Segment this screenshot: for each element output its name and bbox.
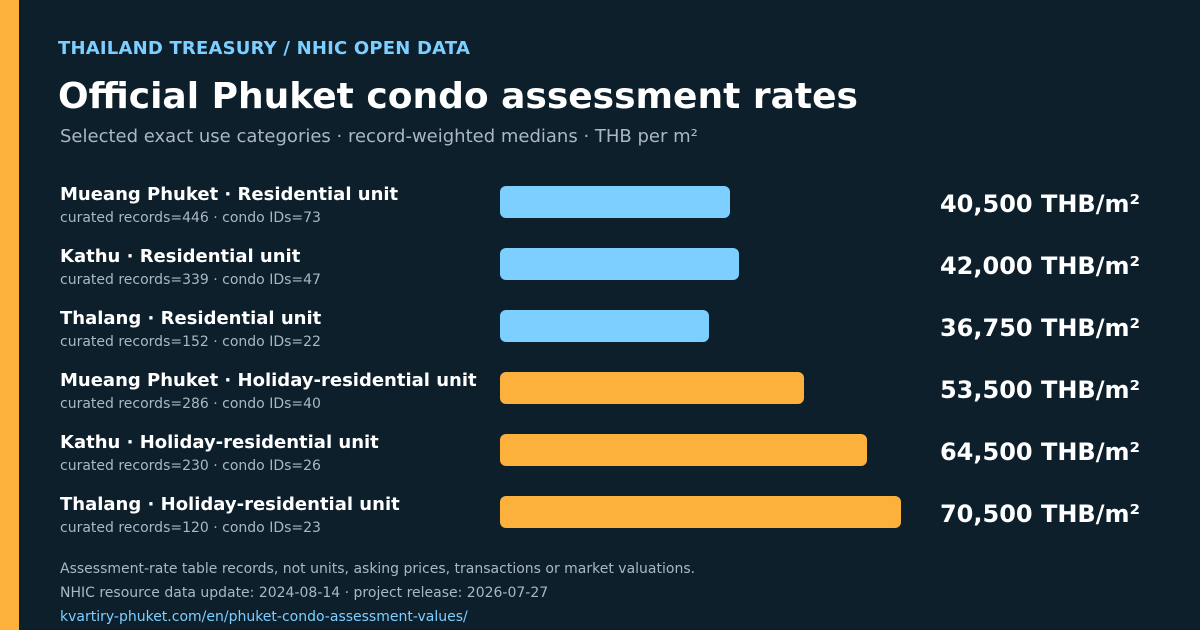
value-label: 70,500 THB/m² [939, 500, 1140, 528]
chart-row: Kathu · Residential unit curated records=… [0, 246, 1200, 308]
category-meta: curated records=339 · condo IDs=47 [60, 272, 321, 288]
accent-stripe [0, 0, 19, 630]
value-label: 36,750 THB/m² [939, 314, 1140, 342]
category-meta: curated records=286 · condo IDs=40 [60, 396, 321, 412]
bar [500, 434, 867, 466]
category-meta: curated records=446 · condo IDs=73 [60, 210, 321, 226]
category-label: Mueang Phuket · Holiday-residential unit [60, 370, 477, 391]
category-meta: curated records=120 · condo IDs=23 [60, 520, 321, 536]
chart-row: Kathu · Holiday-residential unit curated … [0, 432, 1200, 494]
category-label: Mueang Phuket · Residential unit [60, 184, 399, 205]
footer-link[interactable]: kvartiry-phuket.com/en/phuket-condo-asse… [60, 609, 468, 625]
page-title: Official Phuket condo assessment rates [58, 76, 858, 117]
footer-update: NHIC resource data update: 2024-08-14 · … [60, 585, 549, 601]
chart-row: Thalang · Residential unit curated record… [0, 308, 1200, 370]
value-label: 53,500 THB/m² [939, 376, 1140, 404]
bar [500, 496, 901, 528]
category-label: Thalang · Holiday-residential unit [60, 494, 400, 515]
bar [500, 248, 739, 280]
bar [500, 186, 730, 218]
bar [500, 372, 804, 404]
eyebrow-source: THAILAND TREASURY / NHIC OPEN DATA [58, 38, 471, 59]
value-label: 42,000 THB/m² [939, 252, 1140, 280]
category-label: Kathu · Holiday-residential unit [60, 432, 379, 453]
value-label: 40,500 THB/m² [939, 190, 1140, 218]
category-meta: curated records=152 · condo IDs=22 [60, 334, 321, 350]
category-label: Kathu · Residential unit [60, 246, 301, 267]
category-meta: curated records=230 · condo IDs=26 [60, 458, 321, 474]
chart-row: Thalang · Holiday-residential unit curate… [0, 494, 1200, 556]
category-label: Thalang · Residential unit [60, 308, 322, 329]
value-label: 64,500 THB/m² [939, 438, 1140, 466]
chart-row: Mueang Phuket · Residential unit curated … [0, 184, 1200, 246]
page-subtitle: Selected exact use categories · record-w… [60, 126, 698, 147]
chart-row: Mueang Phuket · Holiday-residential unit… [0, 370, 1200, 432]
bar [500, 310, 709, 342]
footer-note: Assessment-rate table records, not units… [60, 561, 696, 577]
